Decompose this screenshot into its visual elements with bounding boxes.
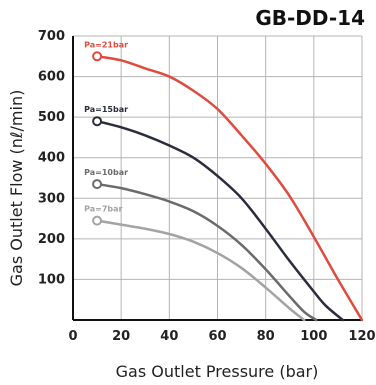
series-label: Pa=21bar <box>84 40 128 49</box>
series-label: Pa=15bar <box>84 105 128 114</box>
y-tick-label: 700 <box>38 29 65 44</box>
x-tick-label: 80 <box>257 329 275 344</box>
y-tick-label: 400 <box>38 151 65 166</box>
series-start-marker <box>93 180 101 188</box>
x-tick-label: 120 <box>348 329 375 344</box>
series-label: Pa=7bar <box>84 205 122 214</box>
y-tick-label: 500 <box>38 110 65 125</box>
x-tick-label: 40 <box>160 329 178 344</box>
x-tick-label: 60 <box>208 329 226 344</box>
series-start-marker <box>93 217 101 225</box>
y-tick-label: 600 <box>38 70 65 85</box>
x-tick-label: 0 <box>68 329 77 344</box>
y-tick-label: 200 <box>38 232 65 247</box>
series-line <box>97 221 304 320</box>
y-tick-label: 300 <box>38 191 65 206</box>
x-tick-label: 20 <box>112 329 130 344</box>
chart-title: GB-DD-14 <box>255 6 365 30</box>
series-start-marker <box>93 52 101 60</box>
x-axis-label: Gas Outlet Pressure (bar) <box>116 362 319 381</box>
grid <box>73 36 362 320</box>
series-lines: Pa=21bar Pa=15bar Pa=10bar Pa=7bar <box>84 40 362 320</box>
y-axis-label: Gas Outlet Flow (nℓ/min) <box>7 90 26 287</box>
x-tick-label: 100 <box>300 329 327 344</box>
series-label: Pa=10bar <box>84 168 128 177</box>
series-start-marker <box>93 117 101 125</box>
y-tick-label: 100 <box>38 272 65 287</box>
